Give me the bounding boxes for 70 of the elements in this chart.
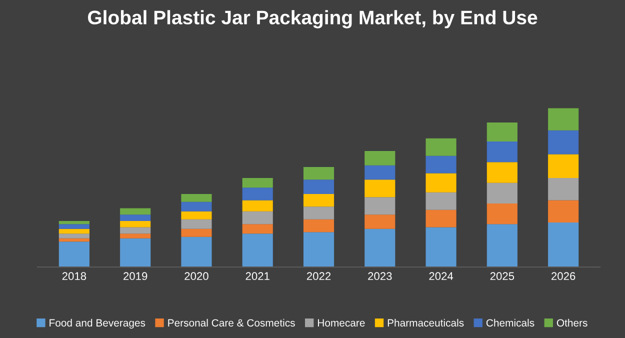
bar xyxy=(548,178,579,200)
bar xyxy=(426,227,456,268)
legend-label: Others xyxy=(556,318,588,327)
bar xyxy=(548,154,579,178)
bar xyxy=(426,173,456,192)
bar xyxy=(426,138,456,156)
x-tick-label: 2018 xyxy=(62,272,86,280)
bar xyxy=(242,200,273,212)
bar xyxy=(303,180,334,194)
bar xyxy=(364,197,396,215)
bar xyxy=(486,224,518,268)
bar xyxy=(120,214,151,221)
bar xyxy=(303,206,334,220)
bar xyxy=(242,234,273,268)
x-tick-label: 2024 xyxy=(429,272,454,280)
legend-label: Chemicals xyxy=(486,318,534,327)
bar xyxy=(242,224,273,234)
bar xyxy=(181,202,212,212)
bar xyxy=(364,214,396,229)
legend-label: Homecare xyxy=(318,319,365,327)
bar xyxy=(120,208,151,215)
bar xyxy=(486,203,518,224)
bar xyxy=(426,192,456,210)
bar xyxy=(486,162,518,183)
bar xyxy=(58,234,90,238)
bar xyxy=(120,238,151,268)
bar xyxy=(426,210,456,228)
bar xyxy=(58,224,90,229)
bar xyxy=(548,108,579,130)
bar xyxy=(303,219,334,232)
bar xyxy=(242,178,273,188)
bar xyxy=(181,194,212,202)
bar xyxy=(364,165,396,180)
bar xyxy=(548,222,579,268)
bar xyxy=(486,182,518,204)
bar xyxy=(303,194,334,207)
x-tick-label: 2021 xyxy=(246,272,270,280)
bar xyxy=(58,228,90,234)
bar xyxy=(426,156,456,174)
x-tick-label: 2020 xyxy=(184,272,208,280)
bar xyxy=(242,211,273,224)
x-tick-label: 2025 xyxy=(490,272,514,280)
bar xyxy=(120,220,151,228)
bar xyxy=(303,232,334,268)
bar xyxy=(486,122,518,142)
bar xyxy=(364,151,396,166)
x-tick-label: 2022 xyxy=(306,272,331,280)
chart-title: Global Plastic Jar Packaging Market, by End Use xyxy=(88,10,538,28)
x-tick-label: 2026 xyxy=(552,272,576,280)
bar xyxy=(58,242,90,268)
bar xyxy=(548,200,579,223)
x-tick-label: 2019 xyxy=(124,272,148,280)
bar xyxy=(120,234,151,238)
bar xyxy=(486,142,518,162)
bar xyxy=(364,228,396,268)
bar xyxy=(120,227,151,234)
legend-label: Food and Beverages xyxy=(50,318,146,329)
bar xyxy=(548,130,579,154)
bar xyxy=(242,188,273,200)
bar xyxy=(58,220,90,224)
bar xyxy=(58,238,90,242)
bar xyxy=(303,166,334,180)
legend-label: Personal Care & Cosmetics xyxy=(168,318,295,327)
legend-label: Pharmaceuticals xyxy=(388,318,464,327)
bar xyxy=(364,180,396,198)
x-tick-label: 2023 xyxy=(368,272,392,280)
bar xyxy=(181,228,212,237)
bar xyxy=(181,211,212,220)
bar xyxy=(181,236,212,268)
bar xyxy=(181,219,212,229)
